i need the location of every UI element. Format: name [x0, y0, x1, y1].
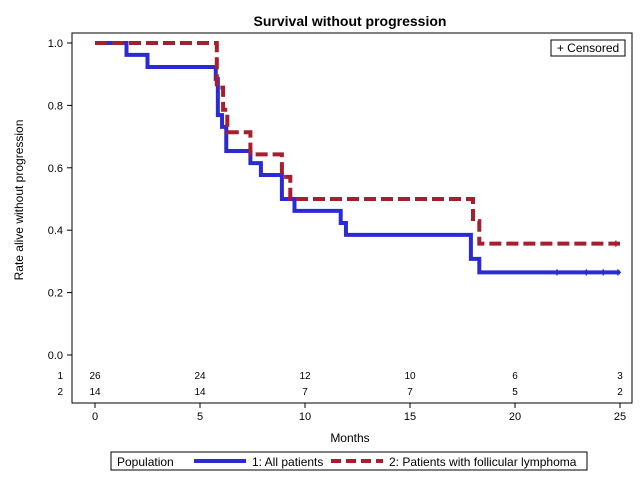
series-1-censor-mark — [554, 269, 560, 276]
x-tick-label: 10 — [299, 411, 311, 423]
x-tick-label: 25 — [614, 411, 626, 423]
x-axis-label: Months — [330, 431, 369, 445]
at-risk-row-label: 2 — [57, 387, 63, 398]
x-tick-label: 20 — [509, 411, 521, 423]
y-tick-label: 1.0 — [48, 38, 63, 50]
y-axis-label: Rate alive without progression — [12, 120, 26, 281]
legend-label-series-2: 2: Patients with follicular lymphoma — [389, 455, 577, 469]
at-risk-value: 12 — [299, 371, 311, 382]
x-tick-label: 5 — [197, 411, 203, 423]
series-1-censor-mark — [614, 269, 621, 276]
at-risk-table: 1 26 24 12 10 6 3 2 14 14 7 7 5 2 — [57, 371, 623, 398]
at-risk-value: 7 — [407, 387, 413, 398]
y-tick-label: 0.6 — [48, 163, 63, 175]
y-axis: 0.0 0.2 0.4 0.6 0.8 1.0 — [48, 38, 72, 362]
chart-title: Survival without progression — [254, 13, 447, 29]
plot-frame — [71, 32, 633, 404]
at-risk-value: 6 — [512, 371, 518, 382]
censored-legend-box — [550, 39, 626, 57]
at-risk-value: 7 — [302, 387, 308, 398]
series-1-censor-mark — [600, 269, 607, 276]
x-tick-label: 15 — [404, 411, 416, 423]
y-tick-label: 0.0 — [48, 350, 63, 362]
series-layer — [95, 41, 621, 276]
y-tick-label: 0.2 — [48, 288, 63, 300]
at-risk-value: 10 — [404, 371, 416, 382]
y-tick-label: 0.8 — [48, 100, 63, 112]
at-risk-value: 14 — [194, 387, 206, 398]
censored-legend: + Censored — [550, 39, 626, 57]
at-risk-value: 2 — [617, 387, 623, 398]
x-tick-label: 0 — [92, 411, 98, 423]
at-risk-value: 26 — [89, 371, 101, 382]
x-axis: 0 5 10 15 20 25 — [92, 403, 626, 423]
series-1-curve — [95, 41, 620, 275]
at-risk-value: 5 — [512, 387, 518, 398]
y-tick-label: 0.4 — [48, 225, 63, 237]
at-risk-value: 24 — [194, 371, 206, 382]
legend-title: Population — [117, 455, 174, 469]
censored-legend-text: + Censored — [557, 41, 619, 55]
at-risk-value: 14 — [89, 387, 101, 398]
series-legend: Population 1: All patients 2: Patients w… — [110, 451, 588, 471]
at-risk-value: 3 — [617, 371, 623, 382]
legend-label-series-1: 1: All patients — [252, 455, 323, 469]
series-1-censor-mark — [583, 269, 590, 276]
at-risk-row-label: 1 — [57, 371, 63, 382]
series-2-curve — [95, 41, 620, 246]
series-2-censor-mark — [612, 240, 619, 247]
